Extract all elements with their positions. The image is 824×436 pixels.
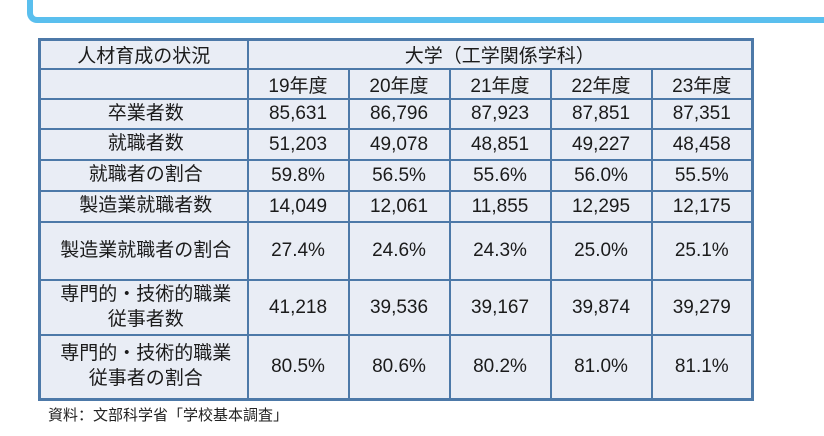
year-header: 19年度: [246, 68, 350, 100]
data-cell: 51,203: [246, 128, 350, 161]
data-cell: 25.1%: [650, 221, 754, 281]
data-cell: 55.6%: [448, 159, 552, 192]
empty-header-cell: [38, 68, 249, 100]
callout-box-bottom-edge: [27, 0, 824, 23]
year-header: 21年度: [448, 68, 552, 100]
data-cell: 80.5%: [246, 334, 350, 400]
data-cell: 56.0%: [549, 159, 653, 192]
row-label: 卒業者数: [38, 98, 249, 130]
row-label: 専門的・技術的職業 従事者数: [38, 279, 249, 336]
data-cell: 56.5%: [347, 159, 451, 192]
data-cell: 24.6%: [347, 221, 451, 281]
table-header-row: 人材育成の状況 大学（工学関係学科）: [38, 38, 754, 70]
data-cell: 39,536: [347, 279, 451, 336]
data-cell: 81.1%: [650, 334, 754, 400]
data-cell: 59.8%: [246, 159, 350, 192]
row-label: 製造業就職者数: [38, 190, 249, 223]
table-row-employed: 就職者数 51,203 49,078 48,851 49,227 48,458: [38, 128, 754, 161]
data-cell: 39,874: [549, 279, 653, 336]
training-status-table: 人材育成の状況 大学（工学関係学科） 19年度 20年度 21年度 22年度 2…: [38, 38, 754, 401]
year-header: 20年度: [347, 68, 451, 100]
year-header-row: 19年度 20年度 21年度 22年度 23年度: [38, 68, 754, 100]
data-cell: 39,279: [650, 279, 754, 336]
data-cell: 81.0%: [549, 334, 653, 400]
data-cell: 14,049: [246, 190, 350, 223]
data-cell: 12,175: [650, 190, 754, 223]
data-cell: 24.3%: [448, 221, 552, 281]
data-cell: 48,458: [650, 128, 754, 161]
year-header: 22年度: [549, 68, 653, 100]
data-cell: 55.5%: [650, 159, 754, 192]
data-cell: 39,167: [448, 279, 552, 336]
row-label: 専門的・技術的職業 従事者の割合: [38, 334, 249, 400]
data-cell: 49,227: [549, 128, 653, 161]
row-label: 製造業就職者の割合: [38, 221, 249, 281]
table-row-manufacturing-ratio: 製造業就職者の割合 27.4% 24.6% 24.3% 25.0% 25.1%: [38, 221, 754, 281]
source-note: 資料：文部科学省「学校基本調査」: [48, 407, 289, 424]
data-cell: 80.6%: [347, 334, 451, 400]
row-label: 就職者数: [38, 128, 249, 161]
row-label: 就職者の割合: [38, 159, 249, 192]
group-header: 大学（工学関係学科）: [246, 38, 754, 70]
data-cell: 12,295: [549, 190, 653, 223]
table-row-employed-ratio: 就職者の割合 59.8% 56.5% 55.6% 56.0% 55.5%: [38, 159, 754, 192]
data-cell: 87,851: [549, 98, 653, 130]
table-row-professional: 専門的・技術的職業 従事者数 41,218 39,536 39,167 39,8…: [38, 279, 754, 336]
data-cell: 25.0%: [549, 221, 653, 281]
data-cell: 41,218: [246, 279, 350, 336]
data-cell: 11,855: [448, 190, 552, 223]
table-row-graduates: 卒業者数 85,631 86,796 87,923 87,851 87,351: [38, 98, 754, 130]
data-cell: 49,078: [347, 128, 451, 161]
data-cell: 85,631: [246, 98, 350, 130]
corner-header: 人材育成の状況: [38, 38, 249, 70]
data-cell: 80.2%: [448, 334, 552, 400]
table-row-manufacturing: 製造業就職者数 14,049 12,061 11,855 12,295 12,1…: [38, 190, 754, 223]
data-cell: 87,923: [448, 98, 552, 130]
data-cell: 87,351: [650, 98, 754, 130]
data-cell: 27.4%: [246, 221, 350, 281]
data-cell: 48,851: [448, 128, 552, 161]
data-cell: 12,061: [347, 190, 451, 223]
data-cell: 86,796: [347, 98, 451, 130]
year-header: 23年度: [650, 68, 754, 100]
table-row-professional-ratio: 専門的・技術的職業 従事者の割合 80.5% 80.6% 80.2% 81.0%…: [38, 334, 754, 400]
